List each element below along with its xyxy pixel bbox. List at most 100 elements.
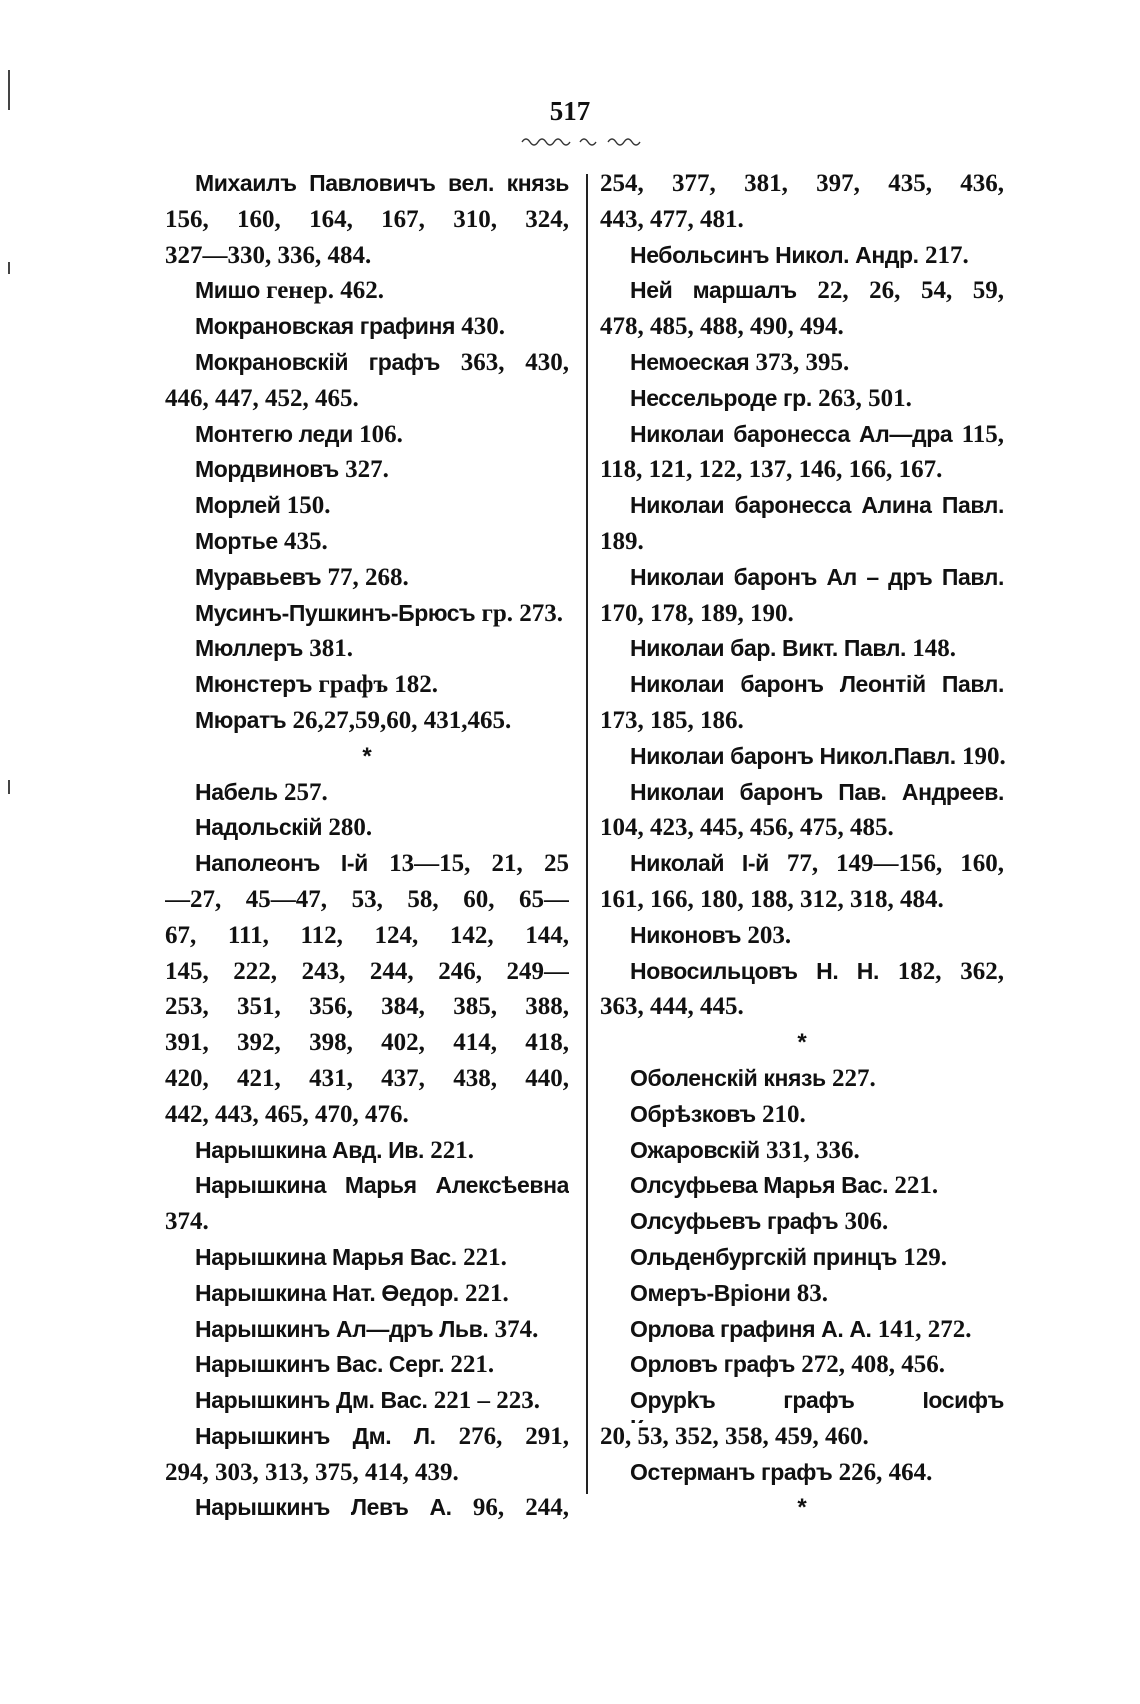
entry-name: Наполеонъ I-й: [195, 850, 368, 877]
entry-continuation-line: 161, 166, 180, 188, 312, 318, 484.: [600, 885, 944, 913]
index-entry: Муравьевъ 77, 268.: [165, 564, 569, 600]
index-entry: Ольденбургскій принцъ 129.: [600, 1244, 1004, 1280]
index-entry: Олсуфьева Марья Вас. 221.: [600, 1172, 1004, 1208]
entry-first-line: Нарышкина Марья Вас. 221.: [165, 1244, 569, 1280]
entry-pages: 257.: [284, 778, 328, 806]
entry-pages: 77, 149—156, 160,: [786, 850, 1004, 878]
entry-pages: 280.: [328, 814, 373, 842]
entry-name: Набель: [195, 778, 278, 805]
index-entry: Олсуфьевъ графъ 306.: [600, 1208, 1004, 1244]
entry-first-line: Мюллеръ 381.: [165, 635, 569, 671]
entry-pages: 141, 272.: [877, 1315, 972, 1343]
entry-first-line: Ольденбургскій принцъ 129.: [600, 1244, 1004, 1280]
entry-first-line: Мортье 435.: [165, 528, 569, 564]
entry-name: Олсуфьевъ графъ: [630, 1208, 839, 1235]
entry-name: Ольденбургскій принцъ: [630, 1243, 898, 1270]
index-entry: Наполеонъ I-й 13—15, 21, 25 —27, 45—47, 5…: [165, 850, 569, 1136]
index-entry: Обрѣзковъ 210.: [600, 1101, 1004, 1137]
entry-pages: графъ 182.: [318, 671, 439, 699]
entry-name: Нарышкина Марья Алексѣевна: [195, 1172, 569, 1199]
entry-first-line: Олсуфьева Марья Вас. 221.: [600, 1172, 1004, 1208]
index-entry: Мюнстеръ графъ 182.: [165, 671, 569, 707]
scan-edge-mark: [8, 262, 10, 274]
entry-name: Нарышкина Нат. Өедор.: [195, 1279, 459, 1306]
entry-first-line: Мусинъ-Пушкинъ-Брюсъ гр. 273.: [165, 600, 569, 636]
entry-pages: 374.: [494, 1315, 539, 1343]
index-entry: Нессельроде гр. 263, 501.: [600, 385, 1004, 421]
entry-first-line: Обрѣзковъ 210.: [600, 1101, 1004, 1137]
index-entry: Николаи баронъ Пав. Андреев. 104, 423, 44…: [600, 779, 1004, 851]
index-entry: Орурkъ графъ Іосифъ Корнильев.20, 53, 35…: [600, 1387, 1004, 1459]
entry-name: Николаи баронъ Леонтій Павл.: [630, 671, 1004, 698]
entry-pages: 26,27,59,60, 431,465.: [292, 706, 512, 734]
entry-first-line: Михаилъ Павловичъ вел. князь: [165, 170, 569, 206]
index-entry: Николаи баронъ Леонтій Павл. 173, 185, 18…: [600, 671, 1004, 743]
entry-pages: 182, 362,: [897, 957, 1004, 985]
entry-name: Никоновъ: [630, 921, 742, 948]
entry-name: Нарышкинъ Ал—дръ Льв.: [195, 1315, 489, 1342]
entry-continuation-line: 118, 121, 122, 137, 146, 166, 167.: [600, 456, 943, 484]
entry-pages: 363, 430,: [460, 348, 569, 376]
entry-pages: 77, 268.: [327, 563, 409, 591]
entry-pages: 221.: [430, 1136, 474, 1164]
entry-first-line: Омеръ-Вріони 83.: [600, 1280, 1004, 1316]
index-entry: Небольсинъ Никол. Андр. 217.: [600, 242, 1004, 278]
index-entry: Орловъ графъ 272, 408, 456.: [600, 1351, 1004, 1387]
index-entry: Морлей 150.: [165, 492, 569, 528]
index-entry: Нарышкинъ Дм. Вас. 221 – 223.: [165, 1387, 569, 1423]
entry-continuation-line: 20, 53, 352, 358, 459, 460.: [600, 1422, 869, 1450]
entry-first-line: Николаи бар. Викт. Павл. 148.: [600, 635, 1004, 671]
entry-name: Мордвиновъ: [195, 456, 339, 483]
index-entry: Мюллеръ 381.: [165, 635, 569, 671]
entry-continuation-line: 374.: [165, 1208, 209, 1236]
entry-name: Мишо: [195, 277, 260, 304]
entry-continuation-line: 253, 351, 356, 384, 385, 388,: [165, 993, 569, 1021]
entry-name: Оболенскій князь: [630, 1064, 826, 1091]
entry-first-line: Мишо генер. 462.: [165, 277, 569, 313]
entry-name: Монтегю леди: [195, 420, 353, 447]
entry-first-line: Николаи баронесса Алина Павл.: [600, 492, 1004, 528]
entry-name: Олсуфьева Марья Вас.: [630, 1172, 889, 1199]
index-entry: Нарышкинъ Дм. Л. 276, 291, 294, 303, 313,…: [165, 1423, 569, 1495]
index-entry: Ней маршалъ 22, 26, 54, 59, 478, 485, 488…: [600, 277, 1004, 349]
entry-name: Нарышкинъ Вас. Серг.: [195, 1351, 445, 1378]
entry-name: Николаи баронесса Ал—дра: [630, 420, 953, 447]
entry-pages: 210.: [761, 1100, 806, 1128]
entry-name: Мусинъ-Пушкинъ-Брюсъ: [195, 599, 476, 626]
entry-pages: 263, 501.: [818, 384, 912, 412]
entry-first-line: Николаи баронъ Леонтій Павл.: [600, 671, 1004, 707]
entry-pages: 435.: [284, 527, 328, 555]
index-entry: Нарышкинъ Вас. Серг. 221.: [165, 1351, 569, 1387]
section-separator: *: [362, 742, 372, 770]
index-column-right: 254, 377, 381, 397, 435, 436, 443, 477, 4…: [600, 170, 1006, 1530]
entry-first-line: Ней маршалъ 22, 26, 54, 59,: [600, 277, 1004, 313]
entry-pages: 221.: [894, 1172, 939, 1200]
entry-first-line: Нарышкинъ Вас. Серг. 221.: [165, 1351, 569, 1387]
wavy-ornament: [521, 138, 641, 146]
entry-name: Нарышкина Авд. Ив.: [195, 1136, 424, 1163]
index-entry: Николаи баронесса Ал—дра 115, 118, 121, 1…: [600, 421, 1004, 493]
entry-first-line: Немоеская 373, 395.: [600, 349, 1004, 385]
entry-continuation-line: 145, 222, 243, 244, 246, 249—: [165, 957, 569, 985]
entry-continuation-line: 156, 160, 164, 167, 310, 324,: [165, 205, 569, 233]
index-entry: Омеръ-Вріони 83.: [600, 1280, 1004, 1316]
entry-pages: 430.: [461, 313, 505, 341]
entry-first-line: Орурkъ графъ Іосифъ Корнильев.: [600, 1387, 1004, 1423]
entry-name: Орловъ графъ: [630, 1351, 795, 1378]
entry-name: Николаи бар. Викт. Павл.: [630, 635, 907, 662]
entry-first-line: Николай I-й 77, 149—156, 160,: [600, 850, 1004, 886]
index-entry: Никоновъ 203.: [600, 922, 1004, 958]
entry-first-line: Нарышкина Авд. Ив. 221.: [165, 1137, 569, 1173]
entry-first-line: Николаи баронъ Никол.Павл. 190.: [600, 743, 1006, 779]
entry-continuation-line: 363, 444, 445.: [600, 993, 744, 1021]
entry-pages: 331, 336.: [766, 1136, 860, 1164]
entry-continuation-line: 254, 377, 381, 397, 435, 436,: [600, 170, 1004, 197]
index-entry: Мокрановскій графъ 363, 430, 446, 447, 45…: [165, 349, 569, 421]
index-entry: Нарышкина Авд. Ив. 221.: [165, 1137, 569, 1173]
entry-name: Ожаровскій: [630, 1136, 760, 1163]
index-entry: Мортье 435.: [165, 528, 569, 564]
entry-name: Новосильцовъ Н. Н.: [630, 957, 880, 984]
entry-name: Мокрановскій графъ: [195, 348, 440, 375]
entry-name: Ней маршалъ: [630, 277, 797, 304]
entry-first-line: Нарышкинъ Дм. Л. 276, 291,: [165, 1423, 569, 1459]
